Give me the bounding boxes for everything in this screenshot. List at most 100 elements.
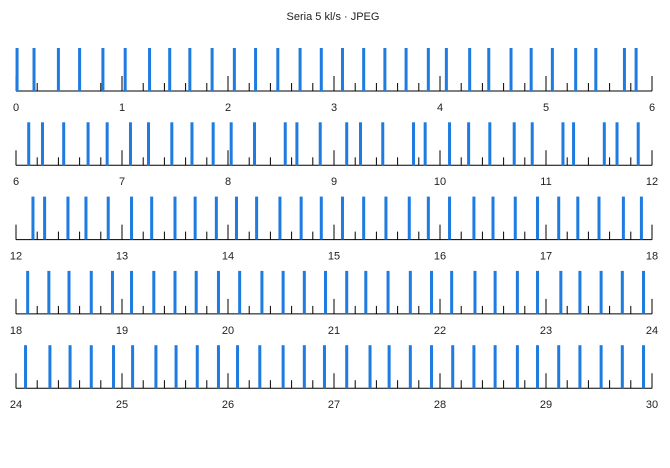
event-bar bbox=[318, 122, 322, 166]
event-bar bbox=[322, 345, 326, 389]
event-bar bbox=[260, 270, 264, 314]
x-tick-label: 14 bbox=[222, 251, 234, 263]
x-tick-label: 19 bbox=[116, 325, 128, 337]
event-bar bbox=[319, 48, 323, 91]
x-tick-label: 6 bbox=[13, 176, 19, 188]
event-bar bbox=[408, 345, 412, 389]
event-bar bbox=[467, 122, 471, 166]
event-bar bbox=[451, 345, 455, 389]
x-tick-label: 2 bbox=[225, 102, 231, 114]
x-tick-label: 12 bbox=[10, 251, 22, 263]
event-bar bbox=[278, 196, 282, 240]
event-bar bbox=[536, 196, 540, 240]
event-bar bbox=[276, 48, 280, 91]
event-bar bbox=[229, 122, 233, 166]
event-bar bbox=[599, 270, 603, 314]
event-bar bbox=[536, 270, 540, 314]
event-bar bbox=[147, 122, 150, 166]
event-bar bbox=[190, 122, 194, 166]
event-bar bbox=[578, 270, 582, 314]
event-bar bbox=[472, 345, 476, 389]
event-bar bbox=[234, 196, 238, 240]
event-bar bbox=[412, 122, 415, 166]
event-bar bbox=[597, 196, 601, 240]
x-tick-label: 0 bbox=[13, 102, 19, 114]
x-tick-label: 3 bbox=[331, 102, 337, 114]
event-bar bbox=[101, 48, 105, 91]
event-bar bbox=[513, 196, 517, 240]
event-bar bbox=[47, 270, 51, 314]
event-bar bbox=[594, 48, 598, 91]
event-bar bbox=[386, 270, 390, 314]
event-bar bbox=[444, 48, 448, 91]
event-bar bbox=[448, 196, 452, 240]
event-bar bbox=[642, 345, 646, 389]
event-bar bbox=[345, 122, 349, 166]
x-tick-label: 18 bbox=[10, 325, 22, 337]
event-bar bbox=[130, 196, 134, 240]
event-bar bbox=[448, 122, 452, 166]
event-bar bbox=[128, 122, 132, 166]
event-bar bbox=[578, 345, 582, 389]
event-bar bbox=[324, 270, 328, 314]
event-bar bbox=[599, 345, 603, 389]
event-bar bbox=[345, 270, 349, 314]
event-bar bbox=[515, 345, 519, 389]
x-tick-label: 11 bbox=[540, 176, 551, 188]
event-bar bbox=[557, 196, 561, 240]
event-bar bbox=[488, 122, 492, 166]
event-bar bbox=[32, 48, 36, 91]
event-bar bbox=[238, 270, 242, 314]
event-bar bbox=[302, 270, 306, 314]
event-bar bbox=[302, 345, 306, 389]
event-bar bbox=[620, 270, 624, 314]
event-bar bbox=[105, 122, 109, 166]
event-bar bbox=[472, 196, 476, 240]
x-tick-label: 25 bbox=[116, 399, 128, 411]
event-bar bbox=[574, 48, 578, 91]
event-bar bbox=[131, 345, 135, 389]
event-bar bbox=[426, 48, 430, 91]
x-tick-label: 30 bbox=[646, 399, 658, 411]
event-bar bbox=[31, 196, 35, 240]
event-bar bbox=[364, 270, 368, 314]
event-bar bbox=[106, 196, 110, 240]
x-tick-label: 18 bbox=[646, 251, 658, 263]
event-bar bbox=[89, 270, 93, 314]
event-bar bbox=[216, 270, 220, 314]
event-bar bbox=[112, 345, 116, 389]
event-bar bbox=[78, 48, 82, 91]
x-tick-label: 5 bbox=[543, 102, 549, 114]
event-bar bbox=[168, 48, 172, 91]
event-bar bbox=[359, 122, 362, 166]
event-bar bbox=[561, 122, 565, 166]
x-tick-label: 21 bbox=[328, 325, 340, 337]
x-tick-label: 22 bbox=[434, 325, 446, 337]
event-bar bbox=[254, 48, 258, 91]
event-bar bbox=[381, 122, 385, 166]
x-tick-label: 24 bbox=[646, 325, 658, 337]
event-bar bbox=[487, 48, 491, 91]
event-bar bbox=[188, 48, 192, 91]
event-bar bbox=[362, 48, 366, 91]
x-tick-label: 15 bbox=[328, 251, 340, 263]
event-bar bbox=[27, 122, 31, 166]
event-bar bbox=[24, 345, 28, 389]
event-bar bbox=[615, 122, 619, 166]
event-bar bbox=[152, 270, 156, 314]
chart-title: Seria 5 kl/s · JPEG bbox=[287, 11, 380, 23]
event-bar bbox=[232, 48, 236, 91]
event-bar bbox=[62, 122, 66, 166]
event-bar bbox=[110, 270, 114, 314]
event-bar bbox=[258, 345, 262, 389]
event-bar bbox=[173, 270, 177, 314]
event-bar bbox=[123, 48, 127, 91]
event-bar bbox=[281, 270, 285, 314]
event-bar bbox=[622, 48, 626, 91]
x-tick-label: 10 bbox=[434, 176, 446, 188]
event-bar bbox=[150, 196, 154, 240]
event-bar bbox=[493, 345, 497, 389]
event-bar bbox=[530, 122, 534, 166]
event-bar bbox=[340, 48, 344, 91]
event-bar bbox=[493, 270, 497, 314]
